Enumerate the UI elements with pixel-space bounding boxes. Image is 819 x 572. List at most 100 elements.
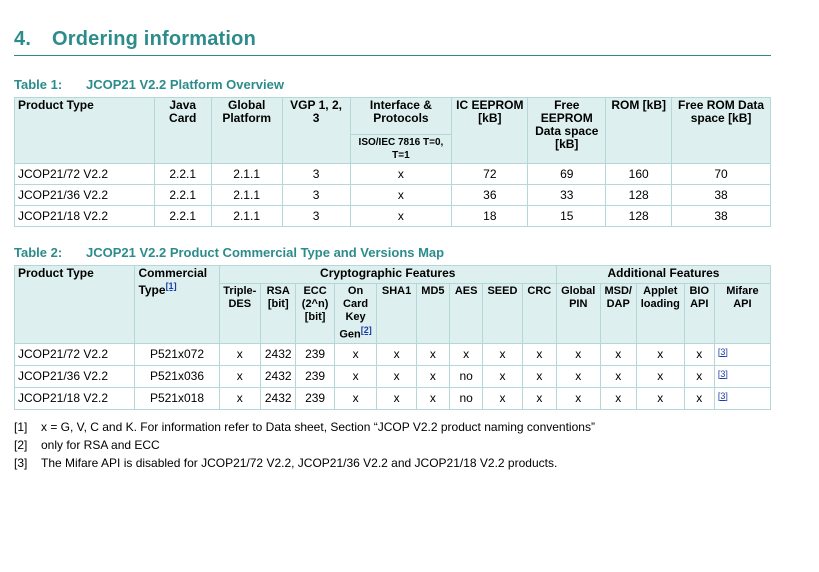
cell: no [449, 386, 484, 410]
header-seed: SEED [482, 283, 523, 344]
cell: x [635, 386, 685, 410]
header-triple-des: Triple-DES [218, 283, 262, 344]
cell: x [415, 386, 451, 410]
cell: 239 [295, 386, 335, 410]
cell: x [333, 364, 378, 388]
cell: x [635, 364, 685, 388]
section-rule [14, 55, 771, 56]
cell: x [482, 342, 523, 366]
cell: x [521, 364, 557, 388]
cell: x [376, 342, 417, 366]
table2-caption-title: JCOP21 V2.2 Product Commercial Type and … [86, 245, 445, 260]
cell: 2.1.1 [210, 163, 283, 185]
header-keygen-label: On Card Key Gen [339, 285, 369, 341]
cell: x [599, 364, 637, 388]
header-commercial-label: Commercial Type [138, 266, 208, 297]
header-sha1: SHA1 [376, 283, 417, 344]
cell: x [635, 342, 685, 366]
header-crypto-group: Cryptographic Features [218, 265, 557, 284]
cell: x [683, 342, 715, 366]
cell: x [521, 386, 557, 410]
cell: 160 [605, 163, 673, 185]
cell: 128 [605, 205, 673, 227]
cell: x [333, 342, 378, 366]
cell: 239 [295, 364, 335, 388]
table1-caption: Table 1: JCOP21 V2.2 Platform Overview [14, 77, 284, 92]
cell: x [218, 386, 262, 410]
commercial-type-table: Product Type Commercial Type[1] Cryptogr… [13, 265, 772, 410]
cell: x [521, 342, 557, 366]
header-commercial-type: Commercial Type[1] [134, 265, 220, 344]
section-number: 4. [14, 28, 32, 50]
cell: x [449, 342, 484, 366]
footnote-text: only for RSA and ECC [41, 438, 160, 452]
header-mifare-api: Mifare API [713, 283, 772, 344]
cell: x [376, 386, 417, 410]
table-row: JCOP21/72 V2.2 P521x072 x 2432 239 x x x… [13, 342, 772, 366]
cell-product: JCOP21/72 V2.2 [14, 163, 155, 185]
footnote-ref-1[interactable]: [1] [165, 281, 177, 291]
cell: x [376, 364, 417, 388]
cell: x [599, 386, 637, 410]
footnote-1: [1] x = G, V, C and K. For information re… [14, 420, 595, 434]
cell-commercial: P521x072 [134, 342, 220, 366]
cell: x [599, 342, 637, 366]
footnote-3: [3] The Mifare API is disabled for JCOP21… [14, 456, 557, 470]
section-heading: 4. Ordering information [14, 28, 256, 51]
cell: x [555, 364, 601, 388]
footnote-text: x = G, V, C and K. For information refer… [41, 420, 595, 434]
footnote-ref-3[interactable]: [3] [717, 390, 728, 401]
cell: x [349, 184, 453, 206]
header-java-card: Java Card [153, 97, 212, 164]
footnote-number: [1] [14, 420, 28, 434]
header-free-eeprom: Free EEPROM Data space [kB] [527, 97, 607, 164]
table2-caption-number: Table 2: [14, 245, 63, 260]
cell: no [449, 364, 484, 388]
cell-product: JCOP21/18 V2.2 [14, 205, 155, 227]
header-md5: MD5 [415, 283, 451, 344]
header-free-rom: Free ROM Data space [kB] [671, 97, 771, 164]
cell: 3 [281, 184, 351, 206]
cell: 2.1.1 [210, 205, 283, 227]
header-rsa: RSA [bit] [260, 283, 297, 344]
table-row: JCOP21/18 V2.2 P521x018 x 2432 239 x x x… [13, 386, 772, 410]
cell: 36 [451, 184, 529, 206]
header-global-pin: Global PIN [555, 283, 601, 344]
table2-caption: Table 2: JCOP21 V2.2 Product Commercial T… [14, 245, 444, 260]
header-product-type: Product Type [13, 265, 136, 344]
cell-mifare: [3] [713, 386, 772, 410]
header-aes: AES [449, 283, 484, 344]
footnote-ref-3[interactable]: [3] [717, 368, 728, 379]
cell: x [415, 364, 451, 388]
cell: 2.2.1 [153, 205, 212, 227]
cell: 3 [281, 205, 351, 227]
cell-product: JCOP21/36 V2.2 [14, 184, 155, 206]
cell-commercial: P521x018 [134, 386, 220, 410]
cell: x [482, 386, 523, 410]
header-keygen: On Card Key Gen[2] [333, 283, 378, 344]
cell-product: JCOP21/36 V2.2 [13, 364, 136, 388]
header-vgp: VGP 1, 2, 3 [281, 97, 351, 164]
cell-commercial: P521x036 [134, 364, 220, 388]
header-product-type: Product Type [14, 97, 155, 164]
cell: x [333, 386, 378, 410]
cell: 72 [451, 163, 529, 185]
cell: 15 [527, 205, 607, 227]
section-title: Ordering information [52, 28, 256, 50]
cell: x [555, 386, 601, 410]
footnote-number: [3] [14, 456, 28, 470]
footnote-ref-2[interactable]: [2] [360, 325, 372, 335]
table1-caption-number: Table 1: [14, 77, 63, 92]
cell: x [683, 364, 715, 388]
header-ic-eeprom: IC EEPROM [kB] [451, 97, 529, 164]
cell: 2.1.1 [210, 184, 283, 206]
header-interface-protocols: ISO/IEC 7816 T=0, T=1 [349, 134, 453, 164]
cell: 2.2.1 [153, 163, 212, 185]
header-ecc: ECC (2^n) [bit] [295, 283, 335, 344]
footnote-ref-3[interactable]: [3] [717, 346, 728, 357]
header-rom: ROM [kB] [605, 97, 673, 164]
table-row: JCOP21/72 V2.2 2.2.1 2.1.1 3 x 72 69 160… [14, 163, 771, 185]
platform-overview-table: Product Type Java Card Global Platform V… [14, 97, 771, 227]
cell-product: JCOP21/72 V2.2 [13, 342, 136, 366]
cell: 18 [451, 205, 529, 227]
